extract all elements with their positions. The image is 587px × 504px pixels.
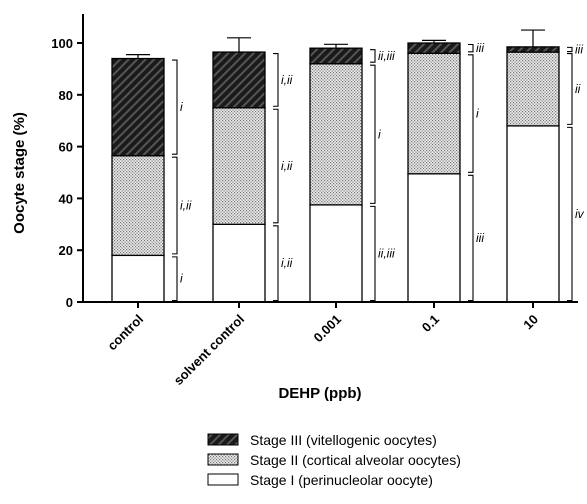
group-bracket: [567, 126, 573, 302]
bar-segment: [407, 52, 461, 175]
y-tick-label: 20: [59, 243, 73, 258]
bar-segment: [309, 47, 363, 65]
group-label: i,ii: [281, 73, 293, 87]
x-tick-label: control: [104, 312, 146, 354]
group-bracket: [370, 205, 376, 302]
group-label: i: [180, 100, 183, 114]
x-tick-label: 10: [520, 312, 541, 333]
group-label: ii: [575, 82, 581, 96]
plot-area: ii,iiii,iii,iii,iiii,iiiiii,iiiiiiiiiiiv…: [111, 29, 585, 303]
group-bracket: [468, 54, 474, 173]
y-tick-label: 40: [59, 191, 73, 206]
y-tick-label: 100: [51, 36, 73, 51]
legend-entry: Stage II (cortical alveolar oocytes): [250, 452, 461, 468]
bar-segment: [212, 107, 266, 225]
group-bracket: [273, 225, 279, 302]
group-label: iii: [476, 41, 484, 55]
group-bracket: [468, 174, 474, 302]
x-tick-label: solvent control: [171, 312, 248, 389]
group-label: ii,iii: [378, 246, 395, 260]
bar-segment: [407, 42, 461, 55]
bar-segment: [309, 204, 363, 303]
legend-swatch: [207, 453, 239, 466]
group-label: i,ii: [281, 256, 293, 270]
group-label: i,ii: [281, 159, 293, 173]
legend-swatch: [207, 473, 239, 486]
bar-segment: [111, 155, 165, 257]
bar-segment: [212, 223, 266, 303]
y-axis-title: Oocyte stage (%): [11, 112, 28, 234]
group-label: iii: [476, 231, 484, 245]
group-bracket: [370, 49, 376, 63]
group-label: iii: [575, 42, 583, 56]
group-bracket: [172, 59, 178, 155]
group-label: ii,iii: [378, 49, 395, 63]
group-bracket: [172, 156, 178, 255]
bar-segment: [506, 125, 560, 303]
x-tick-label: 0.1: [419, 312, 442, 335]
group-label: iv: [575, 207, 585, 221]
group-bracket: [273, 108, 279, 224]
y-tick-label: 80: [59, 88, 73, 103]
x-tick-label: 0.001: [311, 312, 345, 346]
y-tick-label: 60: [59, 140, 73, 155]
legend-entry: Stage I (perinucleolar oocyte): [250, 472, 433, 488]
bar-segment: [212, 51, 266, 109]
bar-segment: [111, 57, 165, 157]
group-label: i,ii: [180, 199, 192, 213]
bar-segment: [506, 51, 560, 127]
bar-segment: [111, 254, 165, 303]
legend-swatch: [207, 433, 239, 446]
axis-labels: Oocyte stage (%) DEHP (ppb): [11, 112, 362, 402]
bar-segment: [309, 63, 363, 206]
group-bracket: [273, 53, 279, 107]
group-label: i: [378, 127, 381, 141]
legend-entry: Stage III (vitellogenic oocytes): [250, 432, 437, 448]
legend: Stage III (vitellogenic oocytes) Stage II…: [207, 432, 461, 488]
group-label: i: [180, 272, 183, 286]
group-bracket: [567, 53, 573, 125]
bar-segment: [407, 173, 461, 303]
group-bracket: [468, 43, 474, 53]
group-bracket: [567, 46, 573, 53]
bar-segment: [506, 46, 560, 53]
group-label: i: [476, 107, 479, 121]
y-tick-label: 0: [66, 295, 73, 310]
x-axis-title: DEHP (ppb): [278, 385, 361, 402]
group-bracket: [370, 64, 376, 204]
group-bracket: [172, 256, 178, 302]
